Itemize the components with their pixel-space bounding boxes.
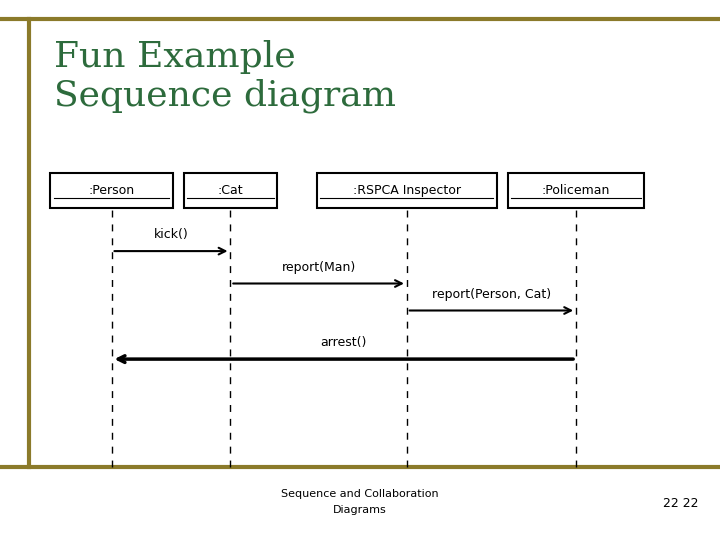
Text: :Cat: :Cat (217, 184, 243, 197)
Text: report(Man): report(Man) (282, 261, 356, 274)
Text: Sequence diagram: Sequence diagram (54, 78, 396, 113)
Text: arrest(): arrest() (320, 336, 367, 349)
Text: Diagrams: Diagrams (333, 505, 387, 515)
Bar (184, 173, 277, 208)
Bar (317, 173, 497, 208)
Text: 22 22: 22 22 (663, 497, 698, 510)
Bar (508, 173, 644, 208)
Text: report(Person, Cat): report(Person, Cat) (432, 288, 551, 301)
Text: Sequence and Collaboration: Sequence and Collaboration (282, 489, 438, 499)
Text: :Person: :Person (89, 184, 135, 197)
Text: Fun Example: Fun Example (54, 40, 296, 75)
Bar (50, 173, 173, 208)
Text: :RSPCA Inspector: :RSPCA Inspector (353, 184, 461, 197)
Text: kick(): kick() (153, 228, 189, 241)
Text: :Policeman: :Policeman (542, 184, 610, 197)
